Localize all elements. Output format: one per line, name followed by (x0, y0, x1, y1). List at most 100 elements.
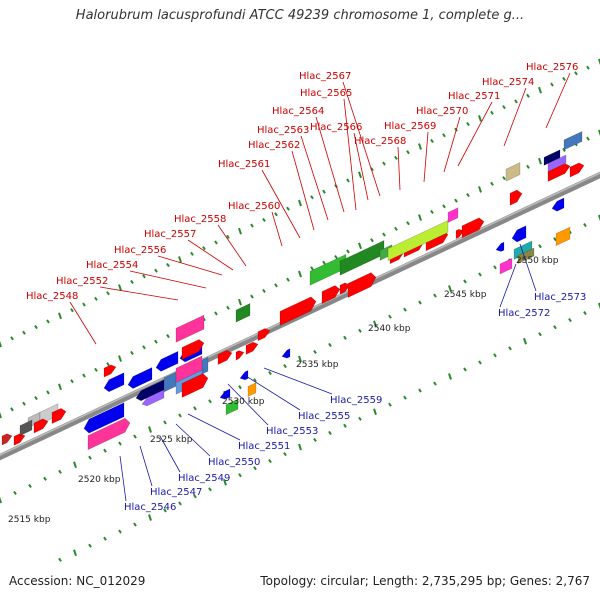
scale-tick (502, 176, 506, 181)
gene-feature (321, 285, 341, 305)
top-leader-line (315, 116, 345, 213)
scale-tick (163, 420, 167, 425)
scale-tick (298, 199, 302, 207)
scale-tick (130, 279, 134, 285)
scale-tick (13, 490, 17, 496)
scale-tick (22, 330, 26, 335)
scale-tick (58, 383, 62, 391)
scale-tick (148, 514, 152, 521)
scale-tick (334, 255, 338, 260)
gene-feature (239, 369, 249, 381)
scale-tick (268, 459, 272, 464)
gene-feature (225, 398, 239, 416)
top-gene-label: Hlac_2567 (299, 71, 351, 82)
scale-tick (490, 181, 494, 186)
scale-tick (526, 164, 530, 169)
scale-tick (214, 311, 218, 316)
scale-tick (598, 302, 600, 310)
scale-tick (298, 270, 302, 278)
scale-tick (226, 305, 230, 310)
backbone-line (0, 171, 600, 461)
scale-tick (388, 314, 392, 319)
bottom-leader-line (519, 243, 537, 292)
scale-tick (118, 441, 122, 446)
gene-feature (247, 382, 257, 397)
gene-feature (509, 189, 523, 206)
top-leader-line (217, 224, 247, 267)
scale-tick (313, 349, 317, 355)
scale-tick (433, 293, 437, 298)
gene-feature (127, 367, 153, 389)
scale-tick (538, 157, 542, 165)
bottom-leader-line (263, 367, 333, 395)
scale-tick (586, 65, 590, 70)
scale-tick (130, 350, 134, 356)
top-leader-line (397, 146, 401, 191)
scale-tick (94, 296, 98, 301)
scale-tick (343, 423, 347, 428)
scale-tick (493, 353, 497, 358)
scale-tick (442, 133, 446, 138)
top-gene-label: Hlac_2557 (144, 229, 196, 240)
scale-tick (70, 308, 74, 313)
bottom-gene-label: Hlac_2573 (534, 292, 586, 303)
scale-tick (322, 189, 326, 194)
scale-tick (226, 234, 230, 239)
scale-tick (106, 291, 110, 296)
scale-tick (298, 355, 302, 363)
scale-tick (358, 242, 362, 250)
gene-feature (235, 350, 245, 361)
scale-tick (34, 325, 38, 330)
scale-tick (478, 186, 482, 193)
gene-feature (235, 303, 251, 323)
gene-feature (495, 241, 505, 252)
scale-tick (193, 494, 197, 499)
scale-tick (178, 256, 182, 263)
scale-tick (430, 209, 434, 215)
scale-label: 2550 kbp (516, 256, 559, 266)
scale-tick (310, 195, 314, 200)
bottom-leader-line (175, 423, 211, 457)
scale-tick (82, 373, 86, 378)
bottom-gene-label: Hlac_2555 (298, 411, 350, 422)
gene-feature (83, 402, 125, 434)
scale-tick (34, 396, 38, 401)
scale-tick (208, 399, 212, 404)
top-gene-label: Hlac_2562 (248, 140, 300, 151)
scale-label: 2545 kbp (444, 290, 487, 300)
scale-tick (46, 390, 50, 395)
scale-tick (94, 367, 98, 372)
scale-tick (118, 529, 122, 534)
scale-tick (343, 335, 347, 340)
scale-tick (133, 434, 137, 439)
scale-tick (73, 461, 77, 469)
top-gene-label: Hlac_2564 (272, 106, 324, 117)
scale-tick (406, 150, 410, 155)
scale-tick (178, 501, 182, 506)
accession-text: Accession: NC_012029 (9, 574, 146, 588)
gene-feature (447, 207, 459, 223)
scale-tick (82, 302, 86, 307)
scale-tick (598, 129, 600, 137)
scale-tick (586, 136, 590, 141)
top-leader-line (503, 87, 527, 147)
scale-tick (28, 483, 32, 488)
top-gene-label: Hlac_2563 (257, 125, 309, 136)
top-gene-label: Hlac_2561 (218, 159, 270, 170)
top-leader-line (545, 72, 571, 129)
top-leader-line (423, 131, 429, 183)
scale-tick (403, 307, 407, 312)
top-gene-label: Hlac_2571 (448, 91, 500, 102)
gene-feature (387, 219, 449, 262)
scale-tick (154, 339, 158, 344)
scale-tick (433, 381, 437, 386)
top-gene-label: Hlac_2556 (114, 245, 166, 256)
scale-tick (118, 355, 122, 362)
scale-tick (418, 300, 422, 305)
scale-tick (262, 288, 266, 293)
scale-tick (154, 268, 158, 273)
scale-tick (214, 240, 218, 245)
top-leader-line (187, 239, 234, 271)
scale-tick (493, 265, 497, 270)
scale-tick (418, 388, 422, 393)
